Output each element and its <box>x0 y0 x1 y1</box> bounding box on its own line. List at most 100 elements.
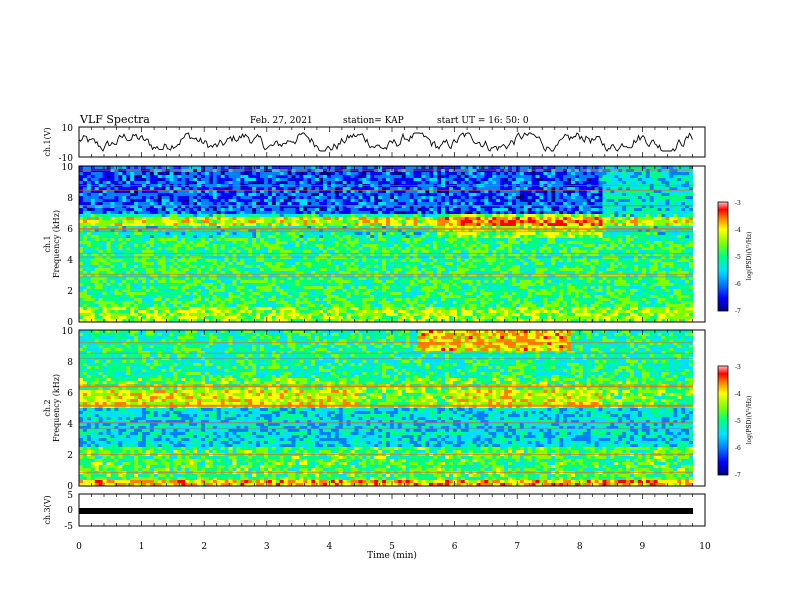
spectrogram-cell <box>508 172 512 175</box>
spectrogram-cell <box>583 211 587 214</box>
spectrogram-cell <box>662 235 666 238</box>
spectrogram-cell <box>642 232 646 235</box>
spectrogram-cell <box>477 178 481 181</box>
spectrogram-cell <box>504 178 508 181</box>
spectrogram-cell <box>205 259 209 262</box>
spectrogram-cell <box>500 259 504 262</box>
spectrogram-cell <box>118 175 122 178</box>
spectrogram-cell <box>528 208 532 211</box>
spectrogram-cell <box>162 244 166 247</box>
spectrogram-cell <box>292 199 296 202</box>
spectrogram-cell <box>166 238 170 241</box>
spectrogram-cell <box>650 202 654 205</box>
spectrogram-cell <box>327 214 331 217</box>
spectrogram-cell <box>229 211 233 214</box>
spectrogram-cell <box>201 187 205 190</box>
spectrogram-cell <box>477 232 481 235</box>
spectrogram-cell <box>669 235 673 238</box>
spectrogram-cell <box>91 250 95 253</box>
spectrogram-cell <box>244 238 248 241</box>
spectrogram-cell <box>571 250 575 253</box>
spectrogram-cell <box>213 217 217 220</box>
spectrogram-cell <box>295 202 299 205</box>
spectrogram-cell <box>225 178 229 181</box>
spectrogram-cell <box>622 223 626 226</box>
spectrogram-cell <box>288 223 292 226</box>
spectrogram-cell <box>465 187 469 190</box>
spectrogram-cell <box>99 211 103 214</box>
spectrogram-cell <box>626 181 630 184</box>
spectrogram-cell <box>185 202 189 205</box>
spectrogram-cell <box>595 211 599 214</box>
spectrogram-cell <box>599 223 603 226</box>
spectrogram-cell <box>496 196 500 199</box>
spectrogram-cell <box>327 175 331 178</box>
spectrogram-cell <box>571 223 575 226</box>
spectrogram-cell <box>272 232 276 235</box>
spectrogram-cell <box>205 256 209 259</box>
spectrogram-cell <box>618 235 622 238</box>
spectrogram-cell <box>685 223 689 226</box>
spectrogram-cell <box>362 193 366 196</box>
spectrogram-cell <box>170 220 174 223</box>
spectrogram-cell <box>335 199 339 202</box>
spectrogram-cell <box>520 199 524 202</box>
spectrogram-cell <box>484 223 488 226</box>
spectrogram-cell <box>512 172 516 175</box>
spectrogram-cell <box>347 235 351 238</box>
spectrogram-cell <box>107 199 111 202</box>
spectrogram-cell <box>441 172 445 175</box>
spectrogram-cell <box>307 214 311 217</box>
spectrogram-cell <box>614 181 618 184</box>
spectrogram-cell <box>264 250 268 253</box>
spectrogram-cell <box>610 217 614 220</box>
spectrogram-cell <box>193 259 197 262</box>
spectrogram-cell <box>177 232 181 235</box>
spectrogram-cell <box>91 247 95 250</box>
spectrogram-cell <box>315 217 319 220</box>
spectrogram-cell <box>437 211 441 214</box>
spectrogram-cell <box>201 217 205 220</box>
spectrogram-cell <box>488 250 492 253</box>
spectrogram-cell <box>244 172 248 175</box>
spectrogram-cell <box>87 223 91 226</box>
spectrogram-cell <box>575 175 579 178</box>
spectrogram-cell <box>484 256 488 259</box>
spectrogram-cell <box>461 187 465 190</box>
spectrogram-cell <box>579 247 583 250</box>
spectrogram-cell <box>240 238 244 241</box>
spectrogram-cell <box>229 232 233 235</box>
spectrogram-cell <box>662 214 666 217</box>
spectrogram-cell <box>166 259 170 262</box>
spectrogram-cell <box>512 211 516 214</box>
spectrogram-cell <box>461 199 465 202</box>
spectrogram-cell <box>579 175 583 178</box>
spectrogram-cell <box>642 178 646 181</box>
spectrogram-cell <box>567 187 571 190</box>
spectrogram-cell <box>130 256 134 259</box>
spectrogram-cell <box>107 250 111 253</box>
spectrogram-cell <box>366 214 370 217</box>
spectrogram-cell <box>457 259 461 262</box>
spectrogram-cell <box>236 238 240 241</box>
spectrogram-cell <box>150 214 154 217</box>
spectrogram-cell <box>91 232 95 235</box>
spectrogram-cell <box>221 238 225 241</box>
spectrogram-cell <box>484 178 488 181</box>
spectrogram-cell <box>508 259 512 262</box>
spectrogram-cell <box>315 238 319 241</box>
spectrogram-cell <box>134 238 138 241</box>
spectrogram-cell <box>492 199 496 202</box>
spectrogram-cell <box>146 199 150 202</box>
spectrogram-cell <box>555 199 559 202</box>
spectrogram-cell <box>658 199 662 202</box>
spectrogram-cell <box>563 214 567 217</box>
spectrogram-cell <box>225 247 229 250</box>
spectrogram-cell <box>118 244 122 247</box>
spectrogram-cell <box>673 199 677 202</box>
spectrogram-cell <box>288 217 292 220</box>
spectrogram-cell <box>189 238 193 241</box>
spectrogram-cell <box>465 247 469 250</box>
spectrogram-cell <box>425 175 429 178</box>
spectrogram-cell <box>197 250 201 253</box>
